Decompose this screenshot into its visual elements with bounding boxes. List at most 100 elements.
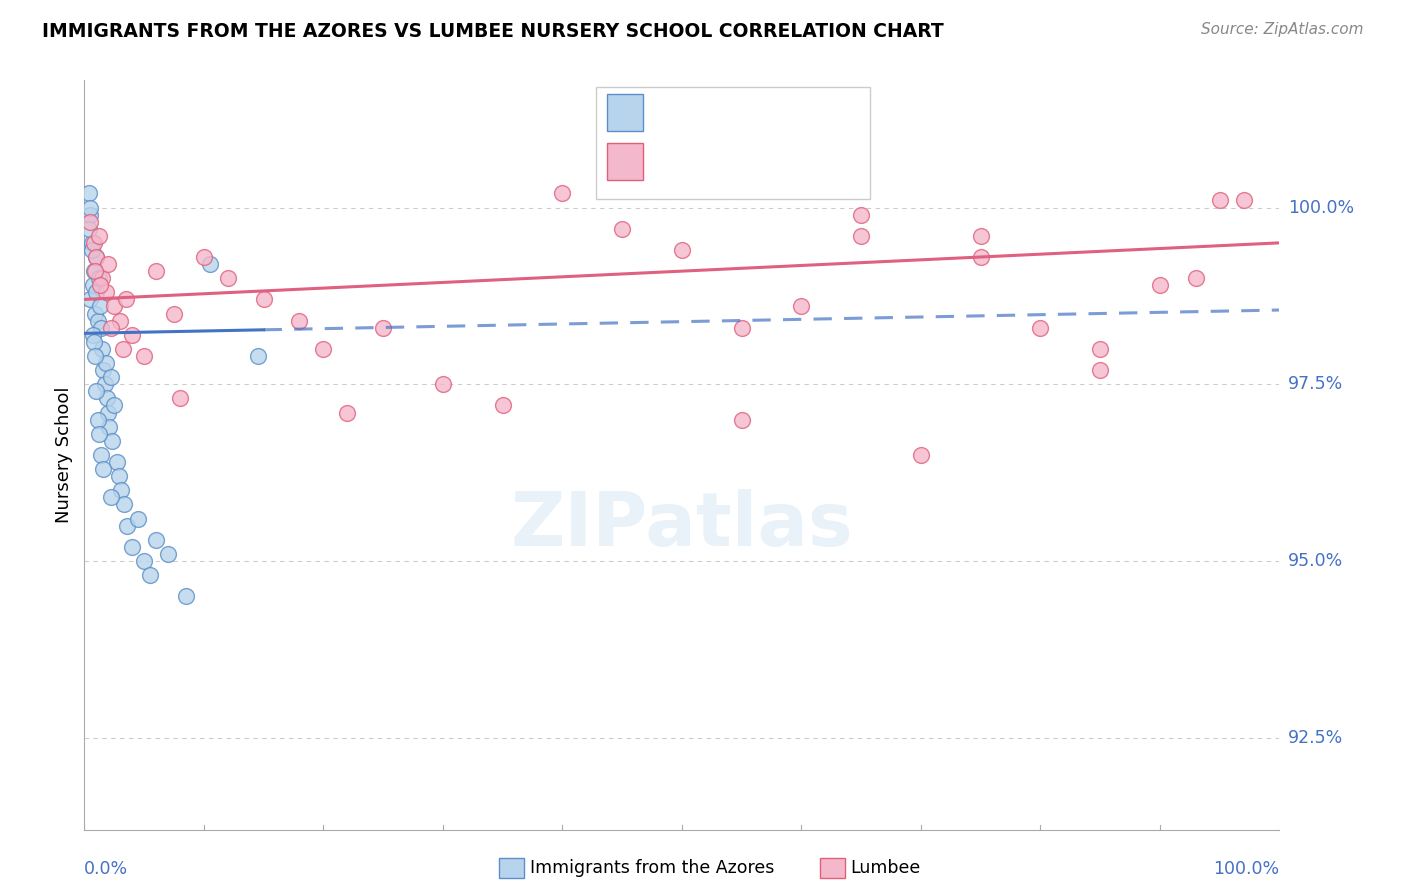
- Text: 0.0%: 0.0%: [84, 860, 128, 878]
- Point: [851, 228, 873, 243]
- Text: Lumbee: Lumbee: [851, 859, 921, 877]
- Point: [86, 285, 108, 300]
- Point: [79, 201, 101, 215]
- Point: [157, 547, 180, 561]
- Text: 97.5%: 97.5%: [1288, 376, 1343, 393]
- Point: [110, 483, 132, 498]
- Point: [970, 250, 993, 264]
- Point: [121, 327, 143, 342]
- Point: [97, 405, 120, 419]
- Point: [101, 434, 124, 448]
- Point: [731, 412, 754, 426]
- Point: [1209, 194, 1232, 208]
- Point: [89, 300, 111, 314]
- Point: [103, 399, 125, 413]
- Point: [117, 518, 139, 533]
- Point: [731, 320, 754, 334]
- Text: Immigrants from the Azores: Immigrants from the Azores: [530, 859, 775, 877]
- Point: [851, 208, 873, 222]
- Text: 46: 46: [738, 153, 762, 170]
- Point: [87, 426, 110, 441]
- Text: Source: ZipAtlas.com: Source: ZipAtlas.com: [1201, 22, 1364, 37]
- Point: [132, 554, 156, 568]
- Point: [84, 307, 107, 321]
- Point: [1185, 271, 1208, 285]
- Point: [551, 186, 574, 201]
- Point: [93, 377, 115, 392]
- Point: [671, 243, 693, 257]
- Text: R =: R =: [650, 103, 689, 121]
- Point: [93, 462, 115, 476]
- Point: [174, 589, 197, 603]
- Point: [90, 320, 112, 334]
- Point: [82, 278, 104, 293]
- Point: [86, 412, 108, 426]
- Point: [86, 384, 108, 399]
- Point: [91, 271, 114, 285]
- Point: [94, 285, 117, 300]
- Point: [79, 208, 101, 222]
- Text: R =: R =: [650, 153, 689, 170]
- Point: [97, 257, 120, 271]
- Point: [79, 293, 101, 307]
- Point: [253, 293, 276, 307]
- Point: [1149, 278, 1171, 293]
- Point: [100, 320, 122, 334]
- Point: [132, 349, 156, 363]
- Text: 100.0%: 100.0%: [1288, 199, 1354, 217]
- Point: [89, 278, 111, 293]
- Point: [246, 349, 269, 363]
- Text: N =: N =: [700, 103, 756, 121]
- Point: [84, 349, 107, 363]
- Point: [970, 228, 993, 243]
- Text: N =: N =: [700, 153, 756, 170]
- Point: [139, 568, 162, 582]
- Point: [121, 540, 143, 554]
- Point: [112, 497, 135, 511]
- Point: [86, 250, 108, 264]
- Point: [145, 264, 167, 278]
- Point: [1090, 363, 1112, 377]
- Text: 92.5%: 92.5%: [1288, 729, 1343, 747]
- Point: [80, 235, 103, 250]
- Point: [100, 491, 122, 505]
- Point: [98, 419, 121, 434]
- Point: [108, 469, 131, 483]
- Point: [80, 243, 103, 257]
- Point: [110, 313, 132, 327]
- Text: 0.014: 0.014: [672, 103, 723, 121]
- Point: [432, 377, 454, 392]
- Point: [77, 186, 100, 201]
- Point: [82, 327, 104, 342]
- Y-axis label: Nursery School: Nursery School: [55, 386, 73, 524]
- Point: [83, 334, 105, 349]
- Point: [169, 392, 191, 406]
- Point: [83, 264, 105, 278]
- Point: [86, 313, 108, 327]
- Point: [336, 405, 359, 419]
- Point: [1090, 342, 1112, 356]
- Point: [288, 313, 311, 327]
- Point: [94, 356, 117, 370]
- Point: [373, 320, 395, 334]
- Point: [217, 271, 239, 285]
- Point: [612, 221, 634, 235]
- Point: [115, 293, 138, 307]
- Point: [91, 342, 114, 356]
- Point: [83, 235, 105, 250]
- Point: [910, 448, 932, 462]
- Point: [87, 271, 110, 285]
- Point: [87, 228, 110, 243]
- Point: [105, 455, 128, 469]
- Text: IMMIGRANTS FROM THE AZORES VS LUMBEE NURSERY SCHOOL CORRELATION CHART: IMMIGRANTS FROM THE AZORES VS LUMBEE NUR…: [42, 22, 943, 41]
- Point: [312, 342, 335, 356]
- Point: [492, 399, 515, 413]
- Text: 95.0%: 95.0%: [1288, 552, 1343, 570]
- Point: [1029, 320, 1052, 334]
- Point: [127, 511, 149, 525]
- Point: [103, 300, 125, 314]
- Point: [111, 342, 134, 356]
- Point: [86, 250, 108, 264]
- Text: 49: 49: [738, 103, 762, 121]
- Point: [790, 300, 813, 314]
